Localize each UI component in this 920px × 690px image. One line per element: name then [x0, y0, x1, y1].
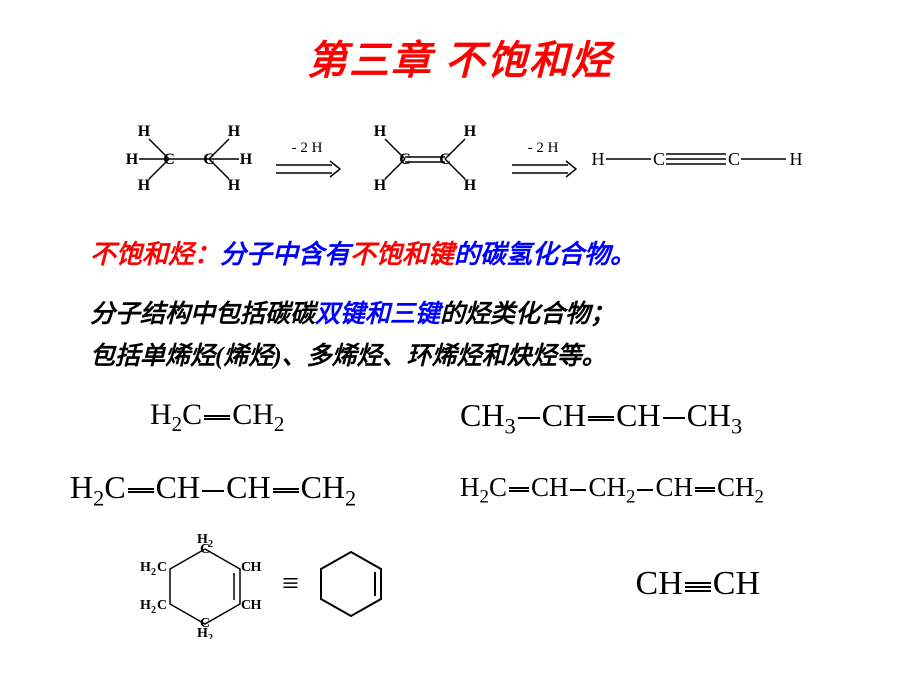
svg-text:C: C: [241, 560, 251, 575]
def-keyword: 不饱和键: [350, 240, 454, 269]
svg-text:C: C: [728, 149, 740, 169]
svg-text:C: C: [157, 560, 167, 575]
svg-text:H: H: [251, 598, 262, 613]
svg-text:H: H: [228, 123, 241, 140]
def-mid1: 分子中含有: [220, 240, 350, 269]
svg-text:H: H: [126, 151, 139, 168]
svg-text:H: H: [464, 177, 477, 194]
body-line2: 包括单烯烃(烯烃)、多烯烃、环烯烃和炔烃等。: [90, 336, 860, 379]
svg-text:C: C: [157, 598, 167, 613]
svg-text:C: C: [203, 151, 215, 168]
formula-acetylene: CHCH: [636, 565, 760, 603]
body-line1: 分子结构中包括碳碳双键和三键的烃类化合物；: [90, 294, 860, 337]
equivalence-symbol: ≡: [282, 567, 299, 601]
svg-text:C: C: [163, 151, 175, 168]
formula-examples: H2CCH2 CH3CHCHCH3 H2CCHCHCH2 H2CCHCH2CHC…: [0, 397, 920, 512]
svg-text:H: H: [374, 177, 387, 194]
svg-text:C: C: [241, 598, 251, 613]
formula-butene: CH3CHCHCH3: [460, 397, 850, 439]
ethene-structure: C C H H H H: [350, 114, 500, 204]
svg-text:H: H: [138, 123, 151, 140]
svg-text:C: C: [399, 151, 411, 168]
body-line1-a: 分子结构中包括碳碳: [90, 301, 315, 328]
arrow1-label: - 2 H: [292, 140, 323, 157]
reaction-arrow-2: - 2 H: [508, 140, 578, 179]
svg-text:C: C: [653, 149, 665, 169]
svg-text:H: H: [790, 149, 803, 169]
chapter-title: 第三章 不饱和烃: [0, 0, 920, 86]
definition-text: 不饱和烃：分子中含有不饱和键的碳氢化合物。: [90, 234, 860, 276]
svg-text:H: H: [240, 151, 253, 168]
cyclohexene-labeled: H2 C C H C H H2 C C H2 C H2: [140, 529, 270, 639]
svg-text:H2: H2: [140, 598, 156, 616]
svg-text:H: H: [251, 560, 262, 575]
cyclohexene-skeletal: [311, 544, 391, 624]
def-prefix: 不饱和烃：: [90, 240, 220, 269]
svg-text:C: C: [200, 616, 210, 631]
body-description: 分子结构中包括碳碳双键和三键的烃类化合物； 包括单烯烃(烯烃)、多烯烃、环烯烃和…: [90, 294, 860, 379]
svg-text:H: H: [228, 177, 241, 194]
reaction-arrow-1: - 2 H: [272, 140, 342, 179]
formula-ethene: H2CCH2: [70, 398, 460, 437]
svg-text:H: H: [374, 123, 387, 140]
body-line1-c: 的烃类化合物；: [440, 301, 615, 328]
svg-text:C: C: [439, 151, 451, 168]
svg-text:H: H: [592, 149, 605, 169]
def-suffix: 的碳氢化合物。: [454, 240, 636, 269]
formula-pentadiene: H2CCHCH2CHCH2: [460, 472, 850, 508]
reaction-scheme: C C H H H H H H - 2 H C C H: [0, 114, 920, 204]
svg-text:H: H: [138, 177, 151, 194]
formula-butadiene: H2CCHCHCH2: [70, 469, 460, 511]
ethane-structure: C C H H H H H H: [114, 114, 264, 204]
svg-text:C: C: [200, 542, 210, 557]
ethyne-structure: H C C H: [586, 139, 806, 179]
formula-bottom-row: H2 C C H C H H2 C C H2 C H2 ≡ CHCH: [0, 511, 920, 639]
cyclohexene-equiv: H2 C C H C H H2 C C H2 C H2 ≡: [140, 529, 391, 639]
svg-text:H2: H2: [140, 560, 156, 578]
body-line1-b: 双键和三键: [315, 301, 440, 328]
svg-text:H: H: [464, 123, 477, 140]
arrow2-label: - 2 H: [528, 140, 559, 157]
